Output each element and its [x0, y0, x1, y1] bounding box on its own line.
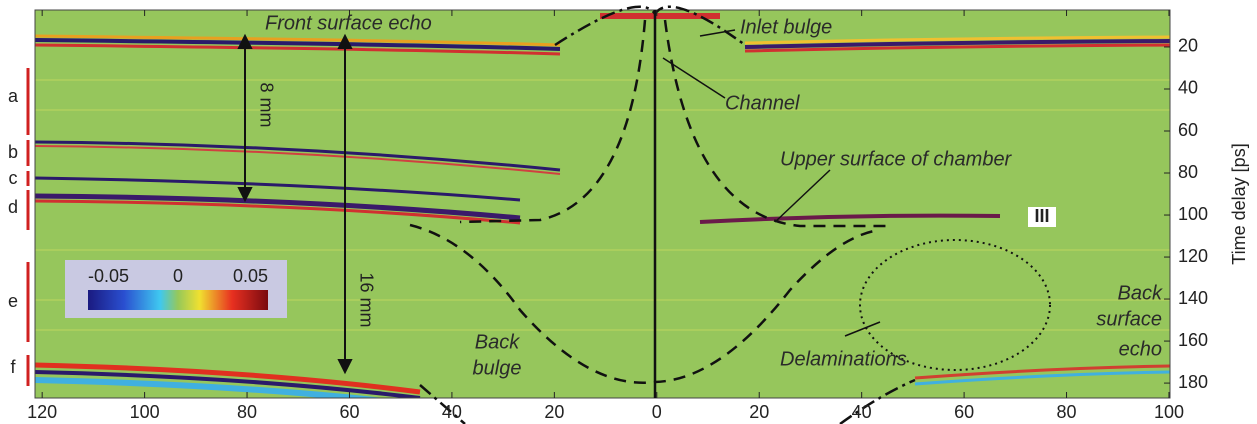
b-scan-image: [35, 10, 1170, 404]
x-tick-label: 40: [852, 402, 872, 422]
thickness-label: 8 mm: [256, 83, 276, 128]
y-tick-label: 40: [1178, 78, 1198, 98]
layer-label: c: [9, 168, 18, 188]
x-tick-label: 100: [130, 402, 160, 422]
y-tick-label: 80: [1178, 162, 1198, 182]
annotation: Back: [1118, 282, 1163, 304]
marker: III: [1034, 206, 1049, 226]
colorbar-tick-label: 0.05: [233, 266, 268, 286]
y-tick-label: 120: [1178, 246, 1208, 266]
x-tick-label: 80: [1057, 402, 1077, 422]
colorbar: [88, 290, 268, 310]
layer-label: a: [8, 86, 19, 106]
annotation: bulge: [473, 357, 522, 379]
annotation: surface: [1096, 308, 1162, 330]
x-tick-label: 60: [954, 402, 974, 422]
x-tick-label: 40: [442, 402, 462, 422]
y-tick-label: 100: [1178, 204, 1208, 224]
x-tick-label: 80: [237, 402, 257, 422]
x-tick-label: 100: [1154, 402, 1184, 422]
y-tick-label: 60: [1178, 120, 1198, 140]
y-tick-label: 140: [1178, 288, 1208, 308]
x-tick-label: 120: [27, 402, 57, 422]
x-tick-label: 0: [652, 402, 662, 422]
x-tick-label: 20: [544, 402, 564, 422]
layer-labels: a b c d e f: [8, 86, 19, 377]
figure: a b c d e f 8 mm 16 mm III Front surface…: [0, 0, 1257, 424]
colorbar-tick-label: -0.05: [88, 266, 129, 286]
annotation: Inlet bulge: [740, 16, 832, 38]
y-tick-label: 160: [1178, 330, 1208, 350]
annotation: Front surface echo: [265, 12, 432, 34]
layer-label: d: [8, 197, 18, 217]
x-tick-label: 20: [749, 402, 769, 422]
y-tick-label: 180: [1178, 372, 1208, 392]
layer-label: e: [8, 291, 18, 311]
y-tick-label: 20: [1178, 36, 1198, 56]
layer-label: b: [8, 142, 18, 162]
annotation: Channel: [725, 92, 800, 114]
colorbar-tick-label: 0: [173, 266, 183, 286]
annotation: Upper surface of chamber: [780, 148, 1013, 170]
layer-label: f: [10, 357, 16, 377]
x-tick-label: 60: [339, 402, 359, 422]
y-axis-label: Time delay [ps]: [1229, 143, 1249, 264]
thickness-label: 16 mm: [356, 272, 376, 327]
annotation: Delaminations: [780, 348, 907, 370]
annotation: echo: [1119, 338, 1162, 360]
annotation: Back: [475, 331, 520, 353]
